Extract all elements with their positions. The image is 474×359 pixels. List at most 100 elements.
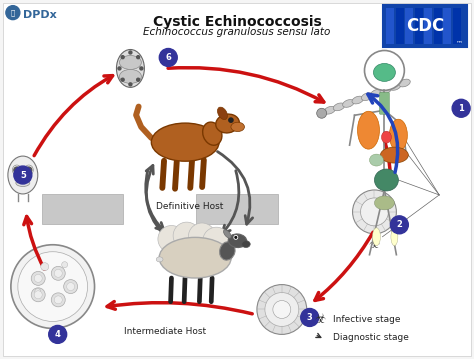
Circle shape <box>137 56 140 59</box>
Circle shape <box>34 291 42 299</box>
Ellipse shape <box>371 89 382 97</box>
FancyBboxPatch shape <box>415 8 423 43</box>
Ellipse shape <box>216 114 239 133</box>
Circle shape <box>11 245 94 328</box>
Ellipse shape <box>361 93 373 101</box>
Ellipse shape <box>390 119 407 151</box>
Text: DPDx: DPDx <box>23 10 56 20</box>
Circle shape <box>159 48 177 66</box>
Circle shape <box>265 293 299 326</box>
Circle shape <box>6 6 20 20</box>
Ellipse shape <box>352 96 364 104</box>
Circle shape <box>35 289 41 294</box>
Ellipse shape <box>117 50 145 87</box>
Circle shape <box>353 190 396 234</box>
Circle shape <box>173 222 200 249</box>
Text: Infective stage: Infective stage <box>333 315 400 324</box>
Ellipse shape <box>203 122 222 145</box>
Ellipse shape <box>24 165 33 175</box>
Ellipse shape <box>399 79 410 87</box>
Circle shape <box>273 300 291 318</box>
Text: Cystic Echinococcosis: Cystic Echinococcosis <box>153 15 321 29</box>
Text: ⓪: ⓪ <box>11 9 15 16</box>
Circle shape <box>317 108 327 118</box>
FancyBboxPatch shape <box>434 8 442 43</box>
Circle shape <box>203 227 230 254</box>
Text: 3: 3 <box>307 313 312 322</box>
Ellipse shape <box>391 228 398 246</box>
Circle shape <box>34 274 42 283</box>
FancyBboxPatch shape <box>424 8 432 43</box>
FancyBboxPatch shape <box>405 8 413 43</box>
Ellipse shape <box>374 169 398 191</box>
Circle shape <box>229 118 233 122</box>
Circle shape <box>26 167 32 173</box>
Ellipse shape <box>324 106 336 114</box>
Circle shape <box>67 283 74 290</box>
Text: 2: 2 <box>396 220 402 229</box>
Circle shape <box>121 78 124 81</box>
Circle shape <box>54 269 62 277</box>
Ellipse shape <box>159 237 231 278</box>
Circle shape <box>365 51 404 90</box>
Ellipse shape <box>390 83 401 90</box>
Ellipse shape <box>218 107 228 120</box>
Ellipse shape <box>16 180 30 186</box>
Text: 1: 1 <box>458 104 464 113</box>
FancyBboxPatch shape <box>380 92 390 114</box>
Text: Definitive Host: Definitive Host <box>156 202 224 211</box>
Text: 6: 6 <box>165 53 171 62</box>
Circle shape <box>129 51 132 54</box>
FancyBboxPatch shape <box>383 5 467 47</box>
Ellipse shape <box>231 122 245 131</box>
Text: 4: 4 <box>55 330 61 339</box>
Circle shape <box>121 56 124 59</box>
Ellipse shape <box>382 131 392 143</box>
Circle shape <box>301 308 319 326</box>
Circle shape <box>158 225 185 253</box>
FancyBboxPatch shape <box>453 8 461 43</box>
Ellipse shape <box>373 228 381 246</box>
Circle shape <box>129 83 132 86</box>
Ellipse shape <box>343 99 354 107</box>
FancyBboxPatch shape <box>196 194 278 224</box>
Ellipse shape <box>228 234 247 248</box>
FancyBboxPatch shape <box>443 8 451 43</box>
Circle shape <box>31 288 45 302</box>
Text: ☣: ☣ <box>369 238 380 251</box>
Circle shape <box>31 271 45 285</box>
Text: ☣: ☣ <box>315 313 326 326</box>
Ellipse shape <box>8 156 38 194</box>
Ellipse shape <box>219 242 235 260</box>
Text: 5: 5 <box>20 171 26 180</box>
Ellipse shape <box>370 154 383 166</box>
Circle shape <box>64 280 78 294</box>
Circle shape <box>234 236 237 239</box>
Ellipse shape <box>333 103 345 111</box>
Text: CDC: CDC <box>406 17 445 34</box>
Circle shape <box>257 285 307 334</box>
FancyBboxPatch shape <box>42 194 123 224</box>
Circle shape <box>62 262 68 268</box>
Circle shape <box>41 263 49 271</box>
Circle shape <box>51 293 65 307</box>
FancyBboxPatch shape <box>3 3 471 356</box>
Circle shape <box>49 325 67 343</box>
Ellipse shape <box>119 69 141 83</box>
Ellipse shape <box>119 56 141 69</box>
Ellipse shape <box>374 64 395 81</box>
Circle shape <box>361 198 388 226</box>
Ellipse shape <box>224 230 231 238</box>
FancyBboxPatch shape <box>386 8 394 43</box>
Circle shape <box>140 67 143 70</box>
Circle shape <box>452 99 470 117</box>
FancyBboxPatch shape <box>396 8 404 43</box>
Circle shape <box>54 296 62 304</box>
Ellipse shape <box>151 123 219 161</box>
Text: Intermediate Host: Intermediate Host <box>124 327 206 336</box>
Ellipse shape <box>156 257 163 262</box>
Circle shape <box>14 166 32 184</box>
Circle shape <box>18 252 88 321</box>
Ellipse shape <box>357 111 380 149</box>
Ellipse shape <box>381 147 408 163</box>
